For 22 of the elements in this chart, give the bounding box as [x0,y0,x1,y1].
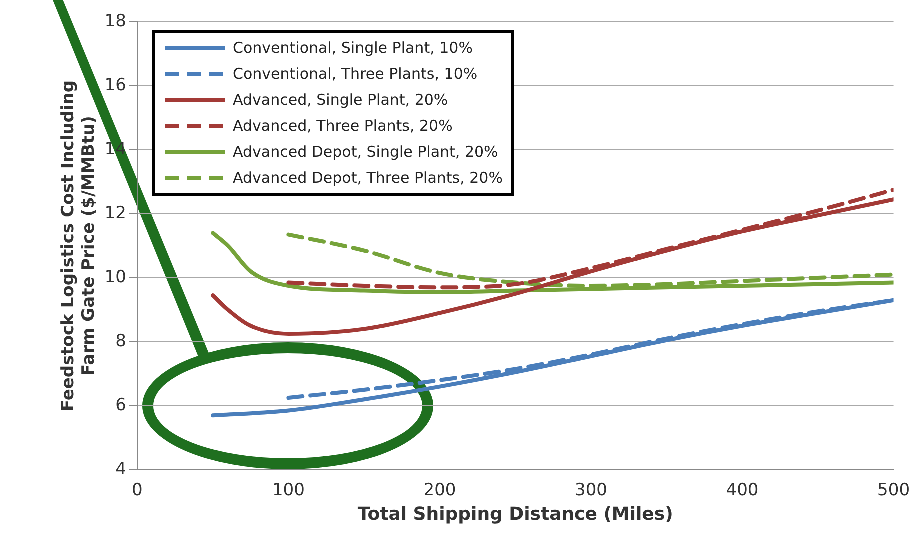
y-tick-label: 8 [116,331,126,352]
y-axis-title: Feedstock Logistics Cost Including Farm Gate Price ($/MMBtu) [58,80,100,412]
x-tick-label: 500 [878,480,910,501]
legend-label: Advanced, Single Plant, 20% [233,91,448,109]
legend-label: Advanced, Three Plants, 20% [233,117,453,135]
y-tick-label: 16 [104,75,126,96]
x-tick-label: 0 [132,480,143,501]
y-tick-label: 12 [104,203,126,224]
x-tick-label: 200 [424,480,456,501]
y-tick-label: 4 [116,459,126,480]
legend-label: Advanced Depot, Three Plants, 20% [233,169,503,187]
x-tick-label: 300 [575,480,608,501]
y-tick-label: 18 [104,11,126,32]
legend-label: Advanced Depot, Single Plant, 20% [233,143,498,161]
legend-label: Conventional, Single Plant, 10% [233,39,473,57]
x-tick-label: 400 [726,480,759,501]
y-tick-label: 6 [116,395,126,416]
legend-label: Conventional, Three Plants, 10% [233,65,478,83]
x-axis-title: Total Shipping Distance (Miles) [358,504,674,525]
y-tick-label: 10 [104,267,126,288]
line-series [211,231,894,294]
x-tick-label: 100 [272,480,305,501]
